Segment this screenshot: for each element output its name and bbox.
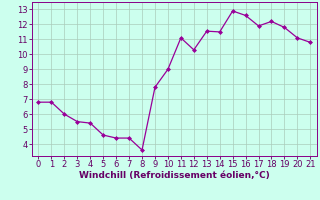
X-axis label: Windchill (Refroidissement éolien,°C): Windchill (Refroidissement éolien,°C) (79, 171, 270, 180)
